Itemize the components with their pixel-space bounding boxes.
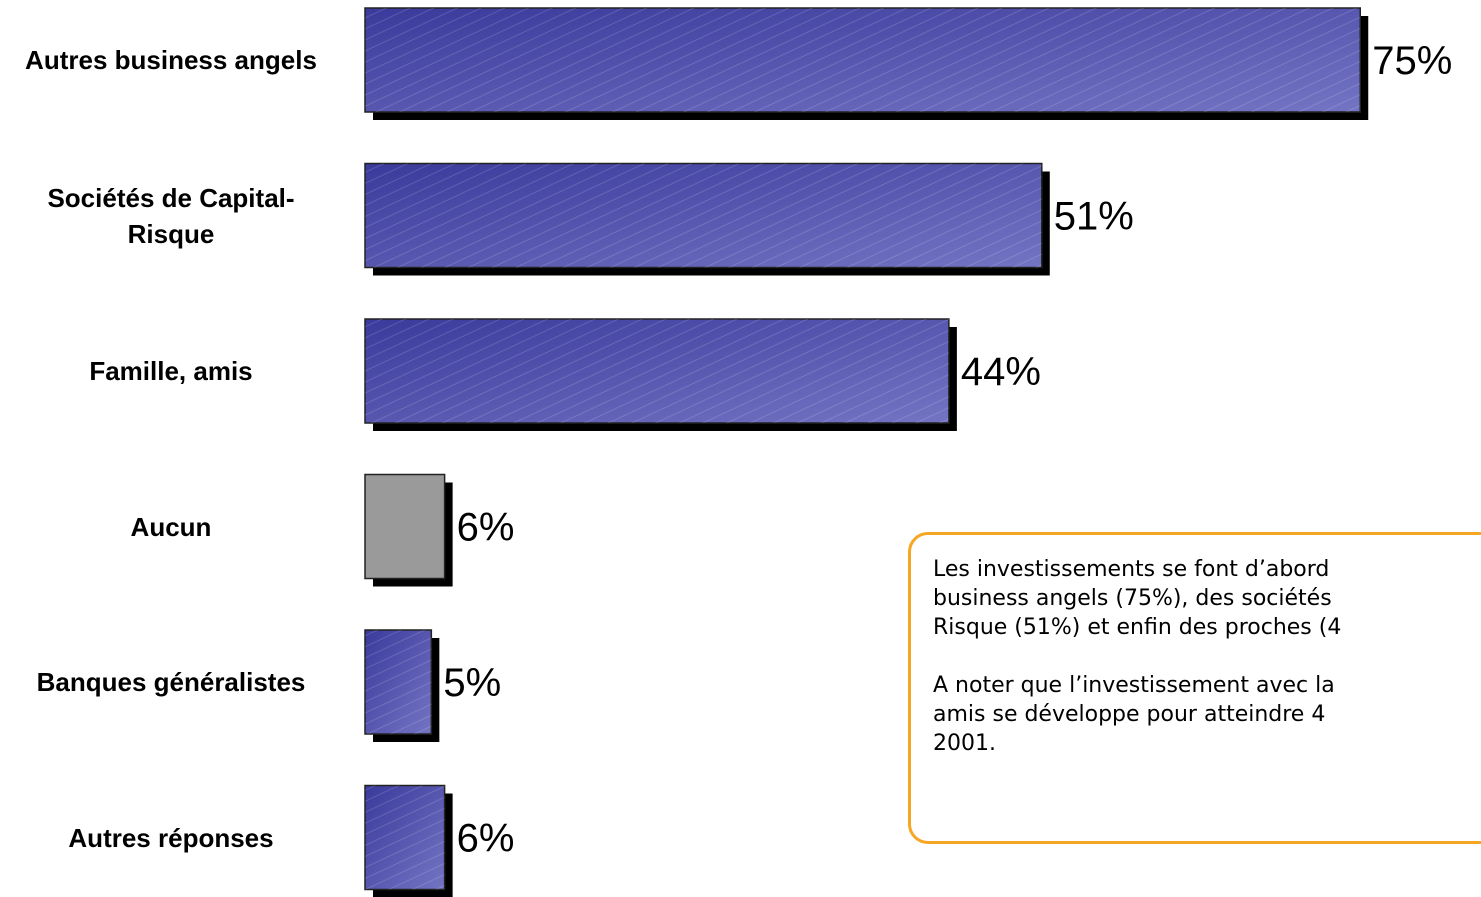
bar-hatch: [365, 319, 949, 423]
annotation-line: business angels (75%), des sociétés: [933, 586, 1332, 611]
category-label: Autres réponses: [68, 822, 274, 853]
bar-hatch: [365, 630, 432, 734]
bar-hatch: [365, 785, 445, 890]
value-label: 6%: [457, 506, 515, 550]
annotation-line: A noter que l’investissement avec la: [933, 673, 1335, 698]
value-label: 6%: [457, 817, 515, 861]
category-label: Autres business angels: [25, 45, 317, 75]
value-label: 5%: [443, 661, 501, 705]
value-label: 44%: [961, 350, 1041, 394]
annotation-paragraph: A noter que l’investissement avec la amis…: [933, 671, 1481, 758]
annotation-box: Les investissements se font d’abord busin…: [908, 532, 1481, 844]
value-label: 51%: [1054, 195, 1134, 239]
category-label: Aucun: [130, 511, 212, 542]
annotation-line: Les investissements se font d’abord: [933, 557, 1330, 582]
annotation-line: amis se développe pour atteindre 4: [933, 702, 1326, 727]
annotation-line: Risque (51%) et enfin des proches (4: [933, 615, 1342, 640]
category-label: Sociétés de Capital-Risque: [47, 182, 295, 249]
annotation-line: 2001.: [933, 731, 996, 756]
value-label: 75%: [1372, 39, 1452, 83]
category-label: Banques généralistes: [36, 667, 306, 697]
category-label: Famille, amis: [89, 356, 253, 386]
bar: [364, 473, 446, 580]
bar-hatch: [365, 8, 1361, 112]
bar-hatch: [365, 163, 1042, 268]
annotation-paragraph: Les investissements se font d’abord busin…: [933, 555, 1481, 642]
